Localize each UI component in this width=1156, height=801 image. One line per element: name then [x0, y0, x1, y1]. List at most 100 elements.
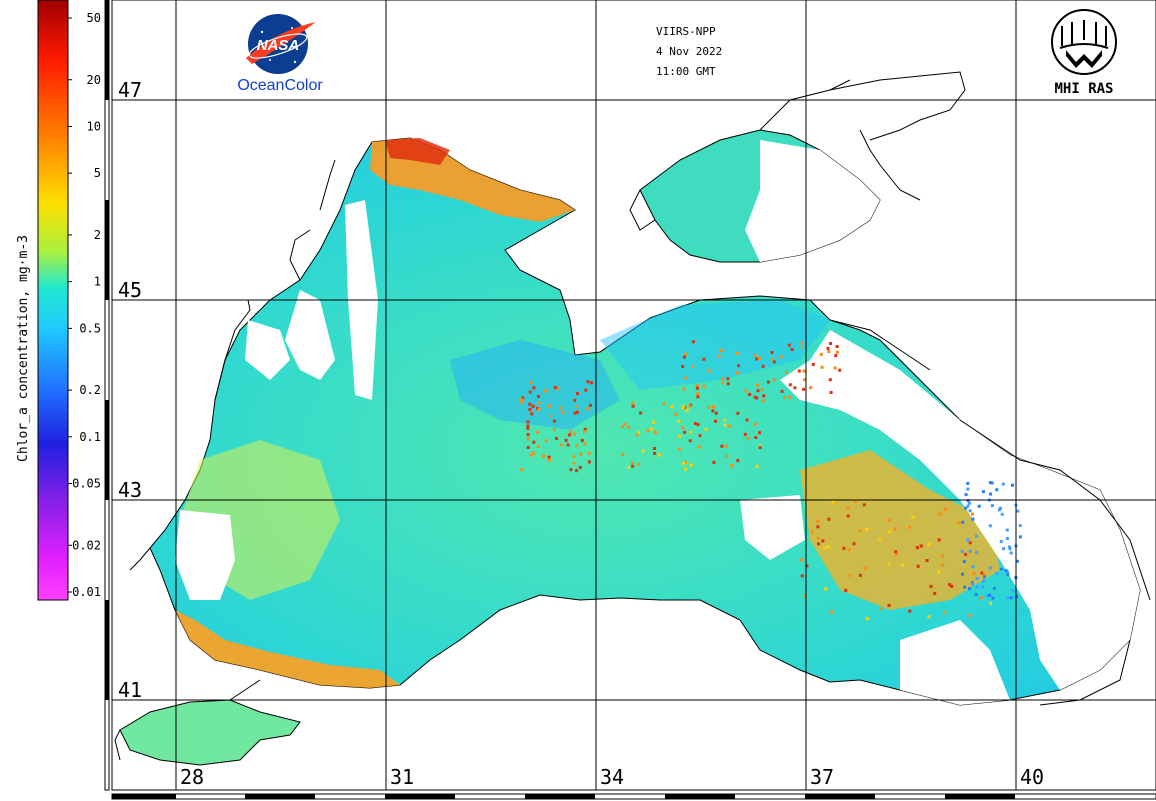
bloom-speckle	[966, 504, 970, 508]
colorbar-gradient	[37, 0, 69, 601]
bloom-speckle	[810, 530, 814, 534]
bloom-speckle	[788, 395, 792, 399]
bloom-speckle	[573, 411, 577, 415]
bloom-speckle	[846, 514, 850, 518]
bloom-speckle	[555, 387, 559, 391]
bloom-speckle	[937, 538, 941, 542]
bloom-speckle	[681, 365, 685, 368]
bloom-speckle	[771, 357, 775, 361]
bloom-speckle	[968, 549, 972, 553]
bloom-speckle	[695, 383, 699, 387]
bloom-speckle	[639, 411, 643, 415]
bloom-speckle	[627, 465, 630, 469]
bloom-speckle	[988, 566, 992, 570]
lon-label-34: 34	[600, 765, 624, 789]
bloom-speckle	[948, 583, 952, 587]
bloom-speckle	[938, 512, 942, 516]
longitude-labels: 28 31 34 37 40	[180, 765, 1044, 789]
bloom-speckle	[968, 613, 972, 617]
nasa-logo: NASA OceanColor	[237, 14, 323, 94]
bloom-speckle	[653, 452, 657, 455]
bloom-speckle	[547, 455, 551, 459]
bloom-speckle	[820, 365, 824, 369]
bloom-speckle	[702, 385, 706, 389]
bloom-speckle	[723, 418, 727, 422]
bloom-speckle	[544, 439, 548, 443]
bloom-speckle	[908, 525, 912, 529]
bloom-speckle	[827, 517, 831, 521]
bloom-speckle	[564, 438, 568, 442]
bloom-speckle	[1015, 559, 1019, 563]
bloom-speckle	[800, 574, 804, 578]
bloom-speckle	[915, 546, 919, 550]
bloom-speckle	[652, 447, 656, 450]
bloom-speckle	[635, 433, 639, 437]
bloom-speckle	[631, 401, 635, 405]
colorbar-tick-label: 0.01	[72, 585, 101, 599]
bloom-speckle	[583, 427, 587, 431]
bloom-speckle	[797, 369, 801, 373]
colorbar-tick-label: 2	[94, 228, 101, 242]
bloom-speckle	[780, 389, 784, 393]
satellite-name: VIIRS-NPP	[656, 25, 716, 38]
bloom-speckle	[559, 406, 563, 410]
bloom-speckle	[847, 548, 851, 552]
bloom-speckle	[677, 447, 681, 451]
bloom-speckle	[1006, 573, 1010, 577]
bloom-speckle	[1011, 483, 1014, 487]
bloom-speckle	[631, 461, 634, 465]
bloom-speckle	[999, 540, 1003, 543]
bloom-speckle	[817, 542, 820, 546]
bloom-speckle	[1016, 509, 1020, 513]
bloom-speckle	[717, 354, 721, 358]
bloom-speckle	[521, 396, 525, 400]
bloom-speckle	[962, 560, 966, 564]
bloom-speckle	[826, 545, 830, 549]
lon-label-31: 31	[390, 765, 414, 789]
bloom-speckle	[835, 350, 839, 354]
bloom-speckle	[878, 537, 882, 541]
bloom-speckle	[862, 503, 866, 507]
bloom-speckle	[964, 552, 968, 556]
bloom-speckle	[543, 389, 547, 393]
image-time: 11:00 GMT	[656, 65, 716, 78]
bloom-speckle	[526, 446, 530, 449]
bloom-speckle	[720, 444, 724, 448]
colorbar-tick-label: 20	[87, 73, 101, 87]
bloom-speckle	[528, 390, 532, 394]
bloom-speckle	[879, 607, 883, 611]
bloom-speckle	[783, 396, 786, 400]
bloom-speckle	[754, 436, 758, 439]
bloom-speckle	[725, 454, 729, 458]
colorbar-label: Chlor_a concentration, mg·m-3	[16, 235, 31, 462]
bloom-speckle	[531, 404, 535, 408]
bloom-speckle	[863, 566, 867, 570]
bloom-speckle	[1009, 596, 1013, 600]
bloom-speckle	[844, 588, 848, 592]
bloom-speckle	[943, 508, 947, 511]
bloom-speckle	[575, 405, 578, 409]
bloom-speckle	[833, 366, 837, 370]
bloom-speckle	[682, 461, 686, 465]
bloom-speckle	[621, 452, 625, 456]
bloom-speckle	[842, 546, 846, 550]
bloom-speckle	[838, 368, 842, 372]
bloom-speckle	[916, 564, 920, 568]
bloom-speckle	[790, 348, 794, 351]
lat-label-41: 41	[118, 678, 142, 702]
lon-label-40: 40	[1020, 765, 1044, 789]
bloom-speckle	[830, 610, 834, 614]
bloom-speckle	[670, 405, 674, 409]
bloom-speckle	[576, 392, 579, 396]
bloom-speckle	[831, 500, 835, 504]
sw-coast-bloom	[175, 610, 400, 688]
bloom-speckle	[911, 515, 915, 519]
bloom-speckle	[982, 579, 985, 583]
bloom-speckle	[575, 469, 579, 473]
bloom-speckle	[972, 571, 976, 575]
bloom-speckle	[974, 534, 978, 538]
bloom-speckle	[980, 571, 984, 575]
cloud-gap-east	[780, 330, 1140, 690]
bloom-speckle	[553, 428, 556, 432]
bloom-speckle	[714, 419, 718, 423]
